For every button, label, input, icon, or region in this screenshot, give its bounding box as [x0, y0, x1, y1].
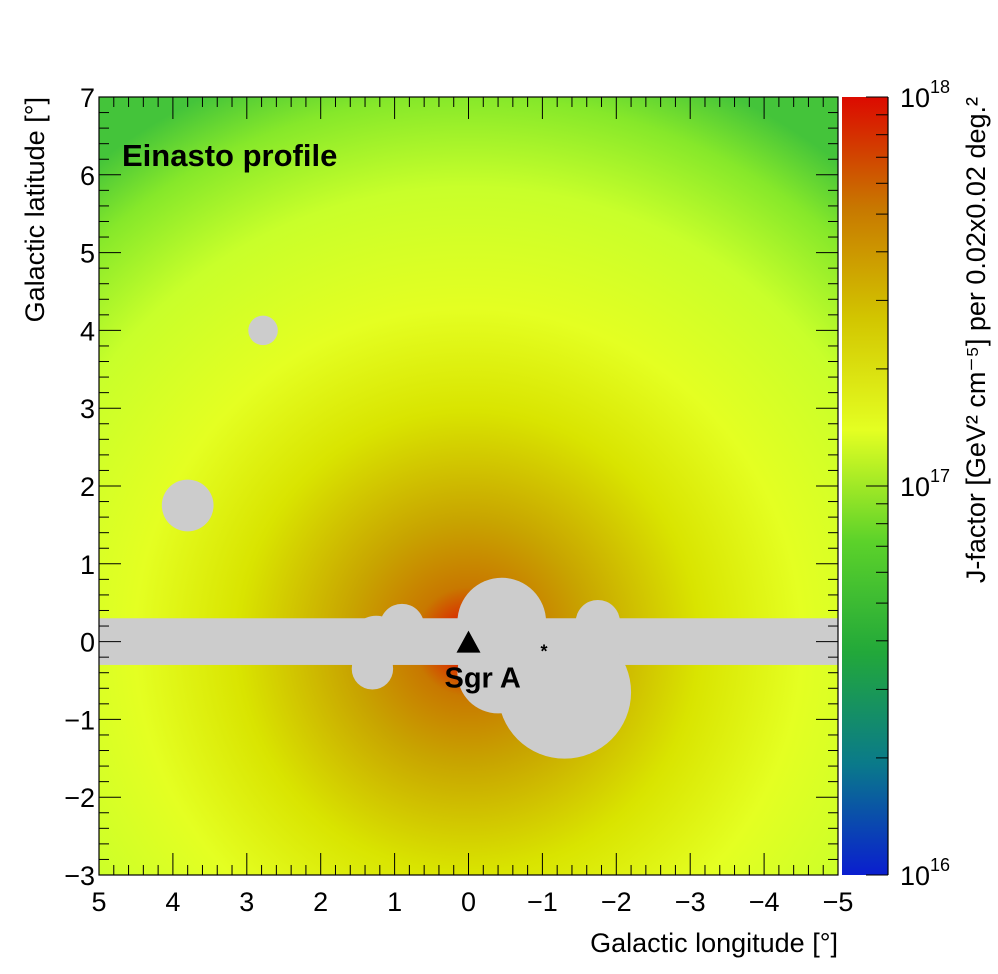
masked-source-region	[498, 625, 632, 759]
color-bar-tick-label: 1016	[900, 855, 950, 891]
heatmap-area	[99, 97, 838, 875]
triangle-marker-icon	[456, 630, 481, 653]
x-tick-label: −4	[749, 887, 780, 917]
y-tick-label: −2	[64, 783, 95, 813]
y-tick-label: −3	[64, 861, 95, 891]
x-tick-label: 4	[165, 887, 180, 917]
y-axis-ticks: −3 −2 −1 0 1 2 3 4 5 6 7	[64, 83, 838, 891]
x-tick-label: 0	[461, 887, 476, 917]
y-tick-label: −1	[64, 705, 95, 735]
marker-label: Sgr A	[445, 663, 521, 695]
color-bar-ticks: 1016 1017 1018	[866, 77, 950, 891]
marker-label-superscript: *	[541, 642, 548, 662]
x-axis-label: Galactic longitude [°]	[590, 928, 838, 958]
y-tick-label: 5	[80, 239, 95, 269]
sgr-a-marker: Sgr A *	[445, 630, 548, 695]
y-tick-label: 3	[80, 394, 95, 424]
masked-source-region	[248, 315, 278, 346]
heatmap-gradient	[99, 97, 838, 875]
x-tick-label: 5	[91, 887, 106, 917]
x-tick-label: −3	[675, 887, 706, 917]
y-tick-label: 0	[80, 628, 95, 658]
x-tick-label: −5	[823, 887, 854, 917]
masked-source-region	[575, 599, 620, 645]
color-bar-tick-label: 1017	[900, 466, 950, 502]
y-axis-label: Galactic latitude [°]	[20, 97, 50, 322]
y-tick-label: 2	[80, 472, 95, 502]
x-tick-label: 3	[239, 887, 254, 917]
chart-title: Einasto profile	[122, 138, 337, 173]
color-bar-tick-label: 1018	[900, 77, 950, 113]
x-tick-label: −1	[527, 887, 558, 917]
x-tick-label: 2	[313, 887, 328, 917]
masked-source-region	[351, 648, 394, 690]
x-tick-label: 1	[387, 887, 402, 917]
y-tick-label: 1	[80, 550, 95, 580]
y-tick-label: 4	[80, 316, 95, 346]
color-bar-label: J-factor [GeV² cm⁻⁵] per 0.02x0.02 deg.²	[961, 97, 991, 583]
y-tick-label: 7	[80, 83, 95, 113]
x-tick-label: −2	[601, 887, 632, 917]
y-tick-label: 6	[80, 161, 95, 191]
masked-source-region	[161, 479, 214, 532]
x-axis-ticks: 5 4 3 2 1 0 −1 −2 −3 −4 −5	[91, 97, 853, 917]
